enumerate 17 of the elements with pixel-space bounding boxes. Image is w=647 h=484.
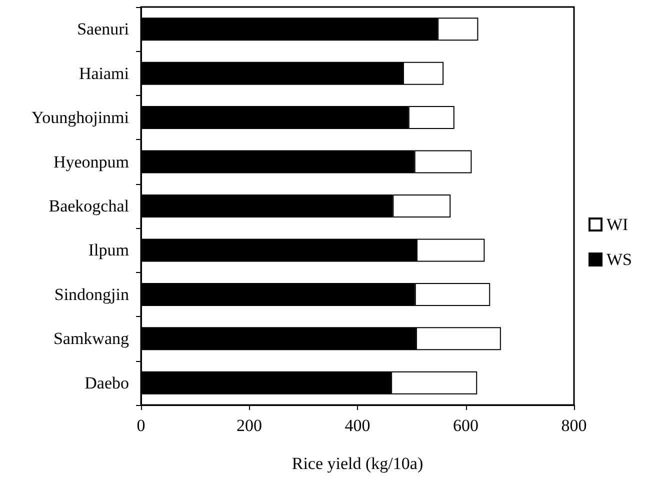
y-tick-label: Daebo bbox=[84, 373, 129, 392]
x-tick-label: 600 bbox=[453, 416, 478, 435]
x-axis-title: Rice yield (kg/10a) bbox=[292, 454, 424, 473]
x-tick-label: 800 bbox=[561, 416, 587, 435]
y-tick-label: Sindongjin bbox=[54, 284, 130, 304]
y-tick-label: Samkwang bbox=[53, 329, 130, 348]
legend-label: WS bbox=[606, 250, 632, 269]
legend-label: WI bbox=[606, 215, 629, 234]
x-tick-label: 200 bbox=[236, 416, 262, 435]
y-tick-label: Ilpum bbox=[88, 240, 129, 260]
x-tick-label: 0 bbox=[136, 416, 146, 435]
y-tick-label: Haiami bbox=[78, 64, 130, 83]
y-tick-label: Younghojinmi bbox=[32, 108, 130, 128]
x-tick-label: 400 bbox=[344, 416, 370, 435]
y-tick-label: Baekogchal bbox=[48, 196, 130, 216]
y-tick-label: Hyeonpum bbox=[53, 152, 129, 172]
y-tick-label: Saenuri bbox=[77, 20, 130, 39]
